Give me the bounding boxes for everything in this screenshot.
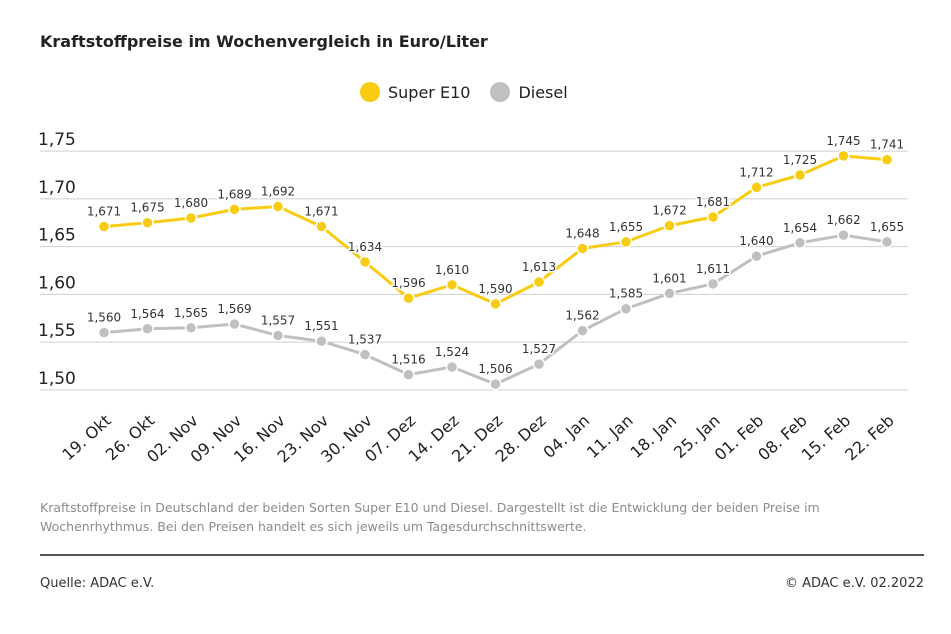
data-point-diesel [489, 377, 502, 391]
y-tick-label: 1,60 [38, 273, 76, 293]
data-point-super [489, 297, 502, 311]
legend: Super E10 Diesel [360, 82, 578, 102]
data-label-diesel: 1,654 [783, 221, 817, 235]
data-label-super: 1,692 [261, 185, 295, 199]
data-point-super [184, 211, 198, 225]
data-label-super: 1,610 [435, 263, 469, 277]
data-label-super: 1,655 [609, 220, 643, 234]
footer-divider [40, 554, 924, 556]
data-point-diesel [706, 277, 720, 291]
data-label-diesel: 1,516 [391, 353, 425, 367]
data-label-super: 1,671 [304, 205, 338, 219]
data-point-diesel [141, 322, 154, 336]
data-point-super [97, 220, 111, 233]
data-label-diesel: 1,565 [174, 306, 208, 320]
data-label-diesel: 1,569 [217, 302, 251, 316]
x-tick-label: 04. Jan [539, 411, 593, 462]
data-point-super [358, 255, 372, 269]
data-label-diesel: 1,662 [826, 213, 860, 227]
data-label-super: 1,725 [783, 153, 817, 167]
x-tick-label: 22. Feb [841, 411, 897, 465]
legend-marker-diesel [490, 82, 511, 102]
legend-item-diesel: Diesel [490, 82, 568, 102]
data-label-super: 1,741 [870, 138, 904, 152]
data-label-super: 1,712 [739, 165, 773, 179]
data-point-diesel [837, 228, 850, 242]
data-point-diesel [97, 326, 111, 339]
data-label-diesel: 1,585 [609, 287, 643, 301]
data-label-super: 1,672 [652, 204, 686, 218]
legend-label-super: Super E10 [388, 82, 471, 102]
data-point-super [837, 149, 850, 163]
data-point-super [445, 278, 459, 292]
data-point-super [402, 291, 415, 305]
data-label-diesel: 1,524 [435, 345, 469, 359]
data-label-diesel: 1,557 [261, 313, 295, 327]
data-point-diesel [880, 235, 894, 249]
y-tick-label: 1,75 [38, 130, 76, 150]
y-tick-label: 1,50 [38, 369, 76, 389]
data-point-diesel [315, 334, 328, 348]
data-point-diesel [750, 249, 763, 263]
data-point-super [576, 242, 589, 255]
legend-label-diesel: Diesel [518, 82, 568, 102]
data-point-diesel [619, 302, 633, 315]
data-label-super: 1,596 [391, 276, 425, 290]
data-point-super [141, 216, 154, 229]
data-point-diesel [271, 329, 285, 342]
x-tick-label: 11. Jan [583, 411, 637, 462]
chart-title: Kraftstoffpreise im Wochenvergleich in E… [40, 32, 488, 51]
data-point-super [750, 181, 763, 194]
data-label-super: 1,671 [87, 205, 121, 219]
data-label-super: 1,681 [696, 195, 730, 209]
data-point-super [532, 275, 546, 289]
data-label-diesel: 1,611 [696, 262, 730, 276]
y-tick-label: 1,70 [38, 178, 76, 198]
data-label-super: 1,675 [130, 201, 164, 215]
data-label-diesel: 1,527 [522, 342, 556, 356]
data-point-super [793, 168, 807, 182]
data-label-super: 1,634 [348, 240, 382, 254]
data-label-diesel: 1,537 [348, 333, 382, 347]
legend-item-super: Super E10 [360, 82, 470, 102]
data-point-diesel [445, 360, 459, 374]
data-point-super [271, 200, 285, 213]
data-label-diesel: 1,551 [304, 319, 338, 333]
data-point-super [619, 235, 633, 249]
data-label-super: 1,648 [565, 227, 599, 241]
y-tick-label: 1,65 [38, 226, 76, 246]
data-point-diesel [184, 321, 198, 335]
data-point-diesel [358, 348, 372, 361]
data-point-diesel [228, 317, 241, 331]
data-label-super: 1,689 [217, 187, 251, 201]
data-point-diesel [576, 324, 589, 337]
data-label-diesel: 1,601 [652, 271, 686, 285]
data-point-diesel [663, 287, 676, 300]
data-label-super: 1,590 [478, 282, 512, 296]
source-note: Quelle: ADAC e.V. [40, 576, 155, 591]
data-point-diesel [793, 236, 807, 250]
data-label-super: 1,745 [826, 134, 860, 148]
data-label-diesel: 1,655 [870, 220, 904, 234]
data-point-super [880, 153, 894, 166]
data-label-super: 1,613 [522, 260, 556, 274]
data-point-diesel [402, 368, 415, 381]
data-label-diesel: 1,640 [739, 234, 773, 248]
data-label-super: 1,680 [174, 196, 208, 210]
data-label-diesel: 1,506 [478, 362, 512, 376]
legend-marker-super [360, 82, 380, 102]
copyright-note: © ADAC e.V. 02.2022 [784, 576, 924, 591]
y-tick-label: 1,55 [38, 321, 76, 341]
data-label-diesel: 1,564 [130, 307, 164, 321]
data-label-diesel: 1,562 [565, 309, 599, 323]
data-point-super [315, 220, 328, 233]
chart-description: Kraftstoffpreise in Deutschland der beid… [40, 500, 820, 534]
data-point-super [663, 219, 676, 232]
data-label-diesel: 1,560 [87, 311, 121, 325]
data-point-super [706, 210, 720, 224]
data-point-super [228, 203, 241, 216]
data-point-diesel [532, 357, 546, 371]
x-tick-label: 18. Jan [626, 411, 680, 462]
